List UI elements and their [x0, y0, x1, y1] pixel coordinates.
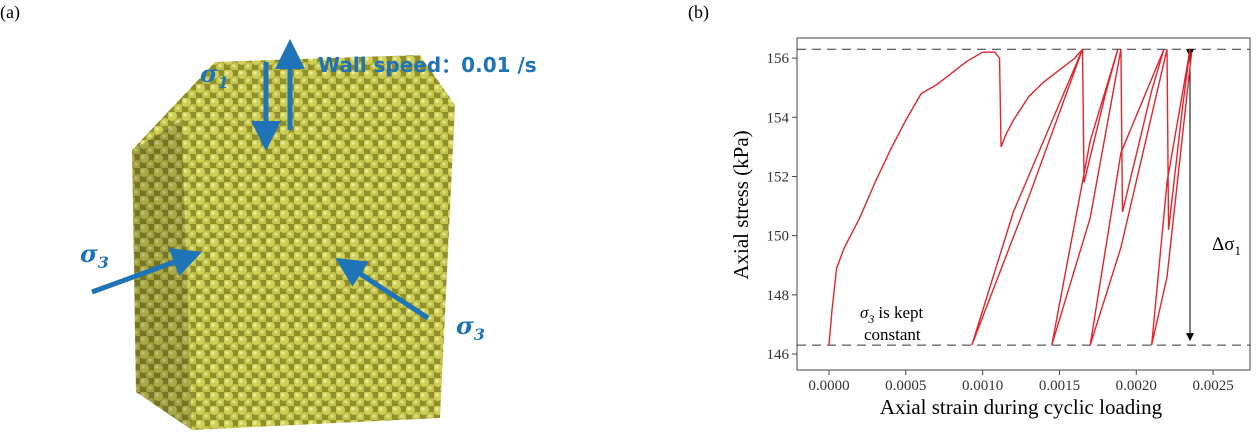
x-tick-label: 0.0005 — [885, 378, 926, 394]
subscript: 1 — [1234, 243, 1241, 258]
subscript: 3 — [98, 253, 109, 272]
y-axis-title: Axial stress (kPa) — [729, 130, 753, 279]
y-tick-label: 148 — [767, 288, 790, 304]
line: constant — [864, 325, 921, 344]
particle-cube — [132, 55, 455, 430]
subscript: 3 — [474, 325, 485, 344]
sigma-label: σ1 — [200, 59, 229, 92]
x-axis-title: Axial strain during cyclic loading — [880, 395, 1163, 419]
x-tick-label: 0.0010 — [962, 378, 1003, 394]
y-tick-label: 154 — [767, 110, 790, 126]
sigma-label: σ3 — [80, 239, 109, 272]
y-tick-label: 146 — [767, 347, 790, 363]
x-tick-label: 0.0000 — [808, 378, 849, 394]
symbol: σ — [200, 59, 218, 88]
symbol: Δσ — [1212, 234, 1234, 255]
subscript: 1 — [218, 73, 229, 92]
symbol: σ — [80, 239, 98, 268]
annotation: Δσ1 — [1212, 234, 1241, 258]
y-tick-label: 150 — [767, 229, 790, 245]
panel-label: (a) — [0, 2, 20, 23]
data-line — [828, 48, 1193, 346]
x-tick-label: 0.0020 — [1116, 378, 1157, 394]
wall-speed: Wall speed：0.01 /s — [318, 53, 537, 77]
symbol: σ — [456, 311, 474, 340]
y-tick-label: 152 — [767, 169, 790, 185]
annotation: σ3 is kept constant — [860, 303, 924, 344]
plot-frame — [796, 37, 1251, 371]
symbol: σ — [860, 303, 869, 322]
line: is kept — [878, 303, 923, 322]
subscript: 3 — [867, 312, 874, 326]
x-tick-label: 0.0025 — [1192, 378, 1233, 394]
arrow — [335, 257, 430, 321]
sigma-label: σ3 — [456, 311, 485, 344]
y-tick-label: 156 — [767, 51, 790, 67]
panel-label: (b) — [688, 2, 709, 23]
arrow — [91, 248, 203, 295]
x-tick-label: 0.0015 — [1039, 378, 1080, 394]
